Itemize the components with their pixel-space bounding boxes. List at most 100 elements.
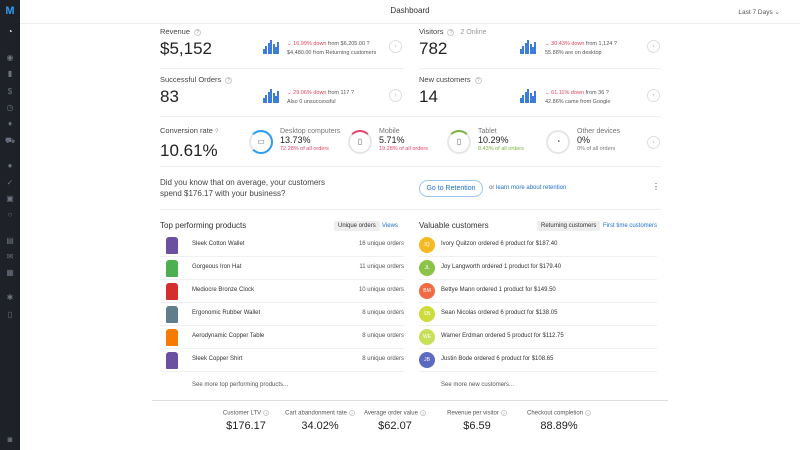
help-icon[interactable]: ? [194,28,202,36]
revenue-delta: ⌄ 16.99% down from $6,205.00 ? $4,480.00… [287,41,377,56]
tab-returning-customers[interactable]: Returning customers [537,221,601,231]
gift-icon[interactable]: ▦ [6,268,14,277]
sparkline-bar [524,43,527,54]
help-icon[interactable]: ? [419,410,426,416]
sparkline-bar [267,43,270,54]
product-row[interactable]: Aerodynamic Copper Table 8 unique orders [160,326,404,349]
help-icon[interactable]: ? [447,28,455,36]
check-icon[interactable]: ✓ [6,178,14,187]
conversion-details-button[interactable]: › [647,136,660,149]
device-share: 0% of all orders [577,146,616,152]
new-customers-details-button[interactable]: › [647,89,660,102]
footer-stat-label: Average order value [364,410,418,417]
help-icon[interactable]: ? [225,76,233,84]
revenue-stat: Revenue? $5,152 [160,27,212,59]
divider [160,68,404,69]
gear-icon[interactable]: ✱ [6,293,14,302]
help-icon[interactable]: ? [613,41,617,47]
avatar: WE [419,329,435,345]
tab-first-time-customers[interactable]: First time customers [603,223,658,229]
sparkline-bar [524,92,527,103]
down-arrow-icon: ⌄ [545,90,552,96]
account-icon[interactable]: ◙ [7,435,13,444]
product-row[interactable]: Sleek Cotton Wallet 16 unique orders [160,234,404,257]
newspaper-icon[interactable]: ▤ [6,236,14,245]
mail-icon[interactable]: ✉ [6,252,14,261]
customer-row[interactable]: JB Justin Bode ordered 6 product for $108… [419,349,657,372]
tab-unique-orders[interactable]: Unique orders [334,221,380,231]
customer-row[interactable]: IQ Ivory Quitzon ordered 6 product for $1… [419,234,657,257]
sparkline-bar [529,93,532,103]
circle-icon[interactable]: ○ [7,210,13,219]
device-ring: ▯ [348,130,372,154]
eye-icon[interactable]: ◉ [6,53,14,62]
orders-details-button[interactable]: › [389,89,402,102]
revenue-details-button[interactable]: › [389,40,402,53]
customer-summary: Sean Nicolas ordered 6 product for $138.… [441,310,558,316]
sparkline-bar [522,95,525,103]
file-icon[interactable]: ▯ [7,310,13,319]
visitors-details-button[interactable]: › [647,40,660,53]
cart-icon[interactable]: ⛟ [4,136,16,145]
product-row[interactable]: Gorgeous Iron Hat 11 unique orders [160,257,404,280]
other-device-icon: ◔ [555,137,561,146]
product-row[interactable]: Mediocre Bronze Clock 10 unique orders [160,280,404,303]
help-icon[interactable]: ? [474,76,482,84]
dashboard-icon[interactable]: ◔ [7,27,13,36]
divider [160,116,661,117]
chat-icon[interactable]: ▣ [6,194,14,203]
customer-row[interactable]: SN Sean Nicolas ordered 6 product for $13… [419,303,657,326]
product-count: 10 unique orders [358,287,404,293]
customer-summary: Joy Langworth ordered 1 product for $179… [441,264,562,270]
help-icon[interactable]: ? [585,410,592,416]
date-range-dropdown[interactable]: Last 7 Days ⌄ [738,9,780,16]
product-thumbnail [166,306,178,323]
mobile-icon: ▯ [357,137,363,146]
help-icon[interactable]: ? [350,90,354,96]
sparkline-bar [272,93,275,103]
go-to-retention-button[interactable]: Go to Retention [419,180,483,197]
app-logo[interactable]: M [5,5,15,17]
help-icon[interactable]: ? [500,410,507,416]
more-options-icon[interactable]: ⋮ [652,182,660,191]
sparkline-bar [265,95,268,103]
dollar-icon[interactable]: $ [7,87,13,96]
user-icon[interactable]: ● [7,161,13,170]
visitors-delta: ⌄ 30.43% down from 1,124 ? 55.88% are on… [545,41,617,56]
see-more-customers-link[interactable]: See more new customers... [441,382,515,388]
product-thumbnail [166,329,178,346]
new-customers-value: 14 [419,87,438,106]
product-name: Sleek Copper Shirt [192,356,243,362]
help-icon[interactable]: ? [348,410,355,416]
product-count: 16 unique orders [358,241,404,247]
conversion-value: 10.61% [160,141,218,160]
product-name: Aerodynamic Copper Table [192,333,265,339]
customer-row[interactable]: WE Warner Erdman ordered 5 product for $1… [419,326,657,349]
help-icon[interactable]: ? [366,41,370,47]
history-icon[interactable]: ◷ [6,103,14,112]
new-customers-label: New customers [419,75,471,84]
help-icon[interactable]: ? [215,129,219,135]
bar-chart-icon[interactable]: ▮ [7,69,13,78]
orders-stat: Successful Orders? 83 [160,75,233,107]
down-arrow-icon: ⌄ [545,41,552,47]
customer-summary: Warner Erdman ordered 5 product for $112… [441,333,564,339]
product-row[interactable]: Sleek Copper Shirt 8 unique orders [160,349,404,372]
product-count: 8 unique orders [362,356,404,362]
customer-row[interactable]: BM Bettye Mann ordered 1 product for $149… [419,280,657,303]
customer-row[interactable]: JL Joy Langworth ordered 1 product for $1… [419,257,657,280]
valuable-customers-title: Valuable customers [419,221,489,230]
help-icon[interactable]: ? [263,410,270,416]
sparkline-bar [275,96,277,103]
avatar: JL [419,260,435,276]
customer-summary: Ivory Quitzon ordered 6 product for $187… [441,241,558,247]
sparkline-bar [532,96,534,103]
device-ring: ◔ [546,130,570,154]
help-icon[interactable]: ? [605,90,609,96]
footer-stat: Average order value? $62.07 [355,410,435,432]
tag-icon[interactable]: ♦ [7,119,13,128]
see-more-products-link[interactable]: See more top performing products... [192,382,289,388]
product-row[interactable]: Ergonomic Rubber Wallet 8 unique orders [160,303,404,326]
learn-more-link[interactable]: or learn more about retention [489,185,567,191]
tab-views[interactable]: Views [382,223,398,229]
